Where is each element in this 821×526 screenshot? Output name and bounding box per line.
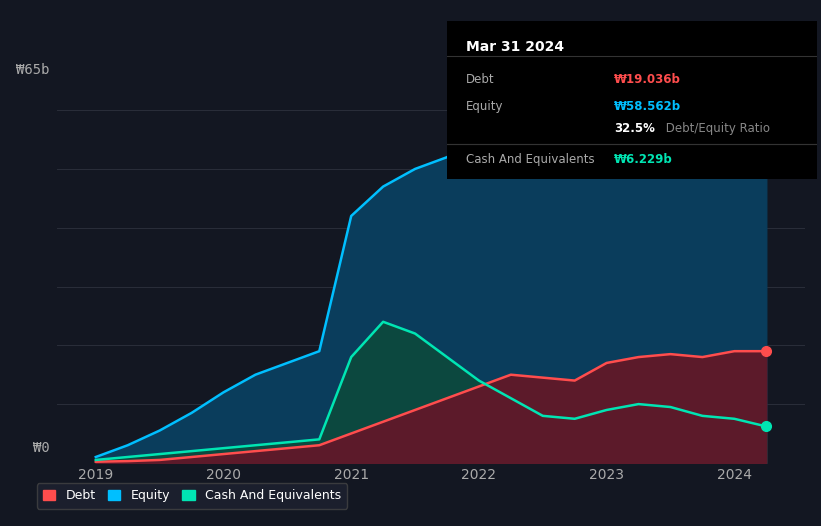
Text: Cash And Equivalents: Cash And Equivalents (466, 154, 594, 166)
Text: Debt/Equity Ratio: Debt/Equity Ratio (662, 122, 770, 135)
Text: Mar 31 2024: Mar 31 2024 (466, 40, 564, 54)
Text: Debt: Debt (466, 73, 494, 86)
Legend: Debt, Equity, Cash And Equivalents: Debt, Equity, Cash And Equivalents (37, 483, 347, 509)
Text: ₩0: ₩0 (33, 441, 50, 455)
Text: ₩6.229b: ₩6.229b (614, 154, 672, 166)
Text: 32.5%: 32.5% (614, 122, 654, 135)
Text: ₩58.562b: ₩58.562b (614, 100, 681, 113)
Text: Equity: Equity (466, 100, 503, 113)
Text: ₩19.036b: ₩19.036b (614, 73, 681, 86)
Text: ₩65b: ₩65b (16, 63, 50, 77)
